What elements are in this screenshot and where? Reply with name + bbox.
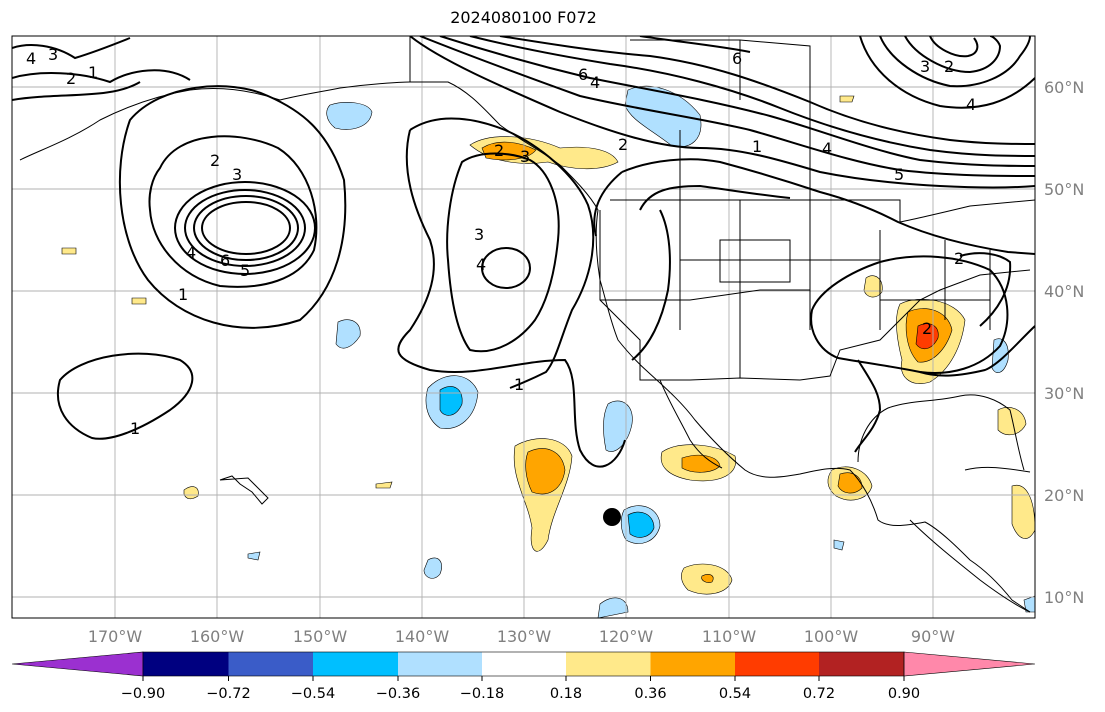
contour-label: 5 — [240, 261, 250, 280]
colorbar-bin — [228, 652, 313, 676]
anomaly-blue — [833, 539, 845, 551]
contour-label: 2 — [954, 249, 964, 268]
anomaly-blue — [247, 551, 261, 561]
anomaly-blue — [423, 557, 442, 579]
colorbar-bin — [819, 652, 904, 676]
colorbar-bin — [482, 652, 566, 676]
lon-label: 160°W — [190, 627, 245, 646]
lat-label: 40°N — [1044, 282, 1084, 301]
anomaly-yellow — [61, 247, 77, 255]
contour-label: 1 — [130, 419, 140, 438]
anomaly-blue-strong — [439, 386, 463, 416]
contour-label: 3 — [232, 165, 242, 184]
colorbar-tick-label: 0.36 — [634, 686, 666, 702]
lon-label: 90°W — [911, 627, 955, 646]
anomaly-blue — [335, 319, 361, 349]
contour-label: 4 — [26, 49, 36, 68]
colorbar-tick-label: 0.90 — [888, 686, 920, 702]
anomaly-blue — [326, 102, 373, 130]
lat-label: 30°N — [1044, 384, 1084, 403]
lon-label: 110°W — [702, 627, 757, 646]
colorbar-tick-label: −0.18 — [460, 686, 504, 702]
colorbar-under-arrow — [11, 651, 144, 677]
contour-labels: 3 4 2 1 2 3 4 6 5 1 1 3 4 1 2 3 4 2 6 6 … — [26, 45, 976, 438]
contour-label: 1 — [752, 137, 762, 156]
map-frame — [11, 35, 1036, 619]
anomaly-yellow — [183, 486, 199, 500]
lon-label: 130°W — [497, 627, 552, 646]
colorbar-tick-label: −0.90 — [121, 686, 165, 702]
colorbar-bin — [313, 652, 398, 676]
colorbar-bin — [143, 652, 229, 676]
anomaly-yellow — [863, 275, 883, 298]
colorbar-bin — [650, 652, 735, 676]
lat-label: 60°N — [1044, 78, 1084, 97]
lon-label: 100°W — [804, 627, 859, 646]
colorbar-tick-label: 0.72 — [803, 686, 835, 702]
contour-label: 2 — [922, 319, 932, 338]
contour-label: 1 — [514, 375, 524, 394]
anomaly-orange — [701, 574, 714, 583]
contour-label: 3 — [520, 147, 530, 166]
colorbar-tick-label: 0.54 — [719, 686, 751, 702]
lon-axis-labels: 170°W 160°W 150°W 140°W 130°W 120°W 110°… — [88, 627, 955, 646]
point-marker — [603, 508, 621, 526]
lat-label: 10°N — [1044, 588, 1084, 607]
anomaly-orange — [837, 472, 863, 494]
contour-label: 4 — [186, 243, 196, 262]
contour-label: 2 — [944, 57, 954, 76]
map-title: 2024080100 F072 — [450, 8, 597, 27]
contour-label: 2 — [210, 151, 220, 170]
contour-label: 1 — [178, 285, 188, 304]
anomaly-orange — [681, 454, 721, 473]
lat-axis-labels: 60°N 50°N 40°N 30°N 20°N 10°N — [1044, 78, 1084, 607]
contour-lines — [12, 36, 1035, 468]
lon-label: 150°W — [293, 627, 348, 646]
anomaly-blue — [597, 597, 629, 618]
colorbar-tick-label: 0.18 — [550, 686, 582, 702]
contour-label: 3 — [474, 225, 484, 244]
lon-label: 170°W — [88, 627, 143, 646]
anomaly-orange — [525, 448, 566, 495]
contour-label: 4 — [966, 95, 976, 114]
contour-label: 4 — [590, 73, 600, 92]
anomaly-orange — [481, 141, 537, 161]
anomaly-yellow — [839, 95, 855, 103]
contour-label: 3 — [48, 45, 58, 64]
contour-label: 6 — [732, 49, 742, 68]
gridlines — [12, 36, 1035, 618]
contour-label: 2 — [618, 135, 628, 154]
anomaly-yellow — [997, 407, 1027, 436]
contour-label: 2 — [494, 141, 504, 160]
contour-label: 2 — [66, 69, 76, 88]
contour-label: 1 — [88, 63, 98, 82]
colorbar-over-arrow — [903, 651, 1036, 677]
colorbar-bin — [735, 652, 819, 676]
anomaly-blue-strong — [627, 511, 655, 538]
lon-label: 120°W — [599, 627, 654, 646]
colorbar-bin — [566, 652, 651, 676]
lat-label: 50°N — [1044, 180, 1084, 199]
contour-label: 3 — [920, 57, 930, 76]
anomaly-blue — [624, 85, 702, 148]
shaded-anomalies — [61, 85, 1035, 618]
lon-label: 140°W — [395, 627, 450, 646]
contour-label: 4 — [822, 139, 832, 158]
contour-label: 6 — [578, 65, 588, 84]
colorbar-tick-label: −0.54 — [291, 686, 335, 702]
lat-label: 20°N — [1044, 486, 1084, 505]
colorbar-bin — [398, 652, 482, 676]
contour-label: 4 — [476, 255, 486, 274]
colorbar-tick-label: −0.36 — [376, 686, 420, 702]
contour-label: 6 — [220, 251, 230, 270]
contour-label: 5 — [894, 165, 904, 184]
colorbar-tick-label: −0.72 — [206, 686, 250, 702]
anomaly-yellow — [1011, 484, 1035, 539]
anomaly-yellow — [375, 481, 393, 489]
anomaly-yellow — [131, 297, 147, 305]
colorbar: −0.90 −0.72 −0.54 −0.36 −0.18 0.18 0.36 … — [11, 651, 1036, 702]
